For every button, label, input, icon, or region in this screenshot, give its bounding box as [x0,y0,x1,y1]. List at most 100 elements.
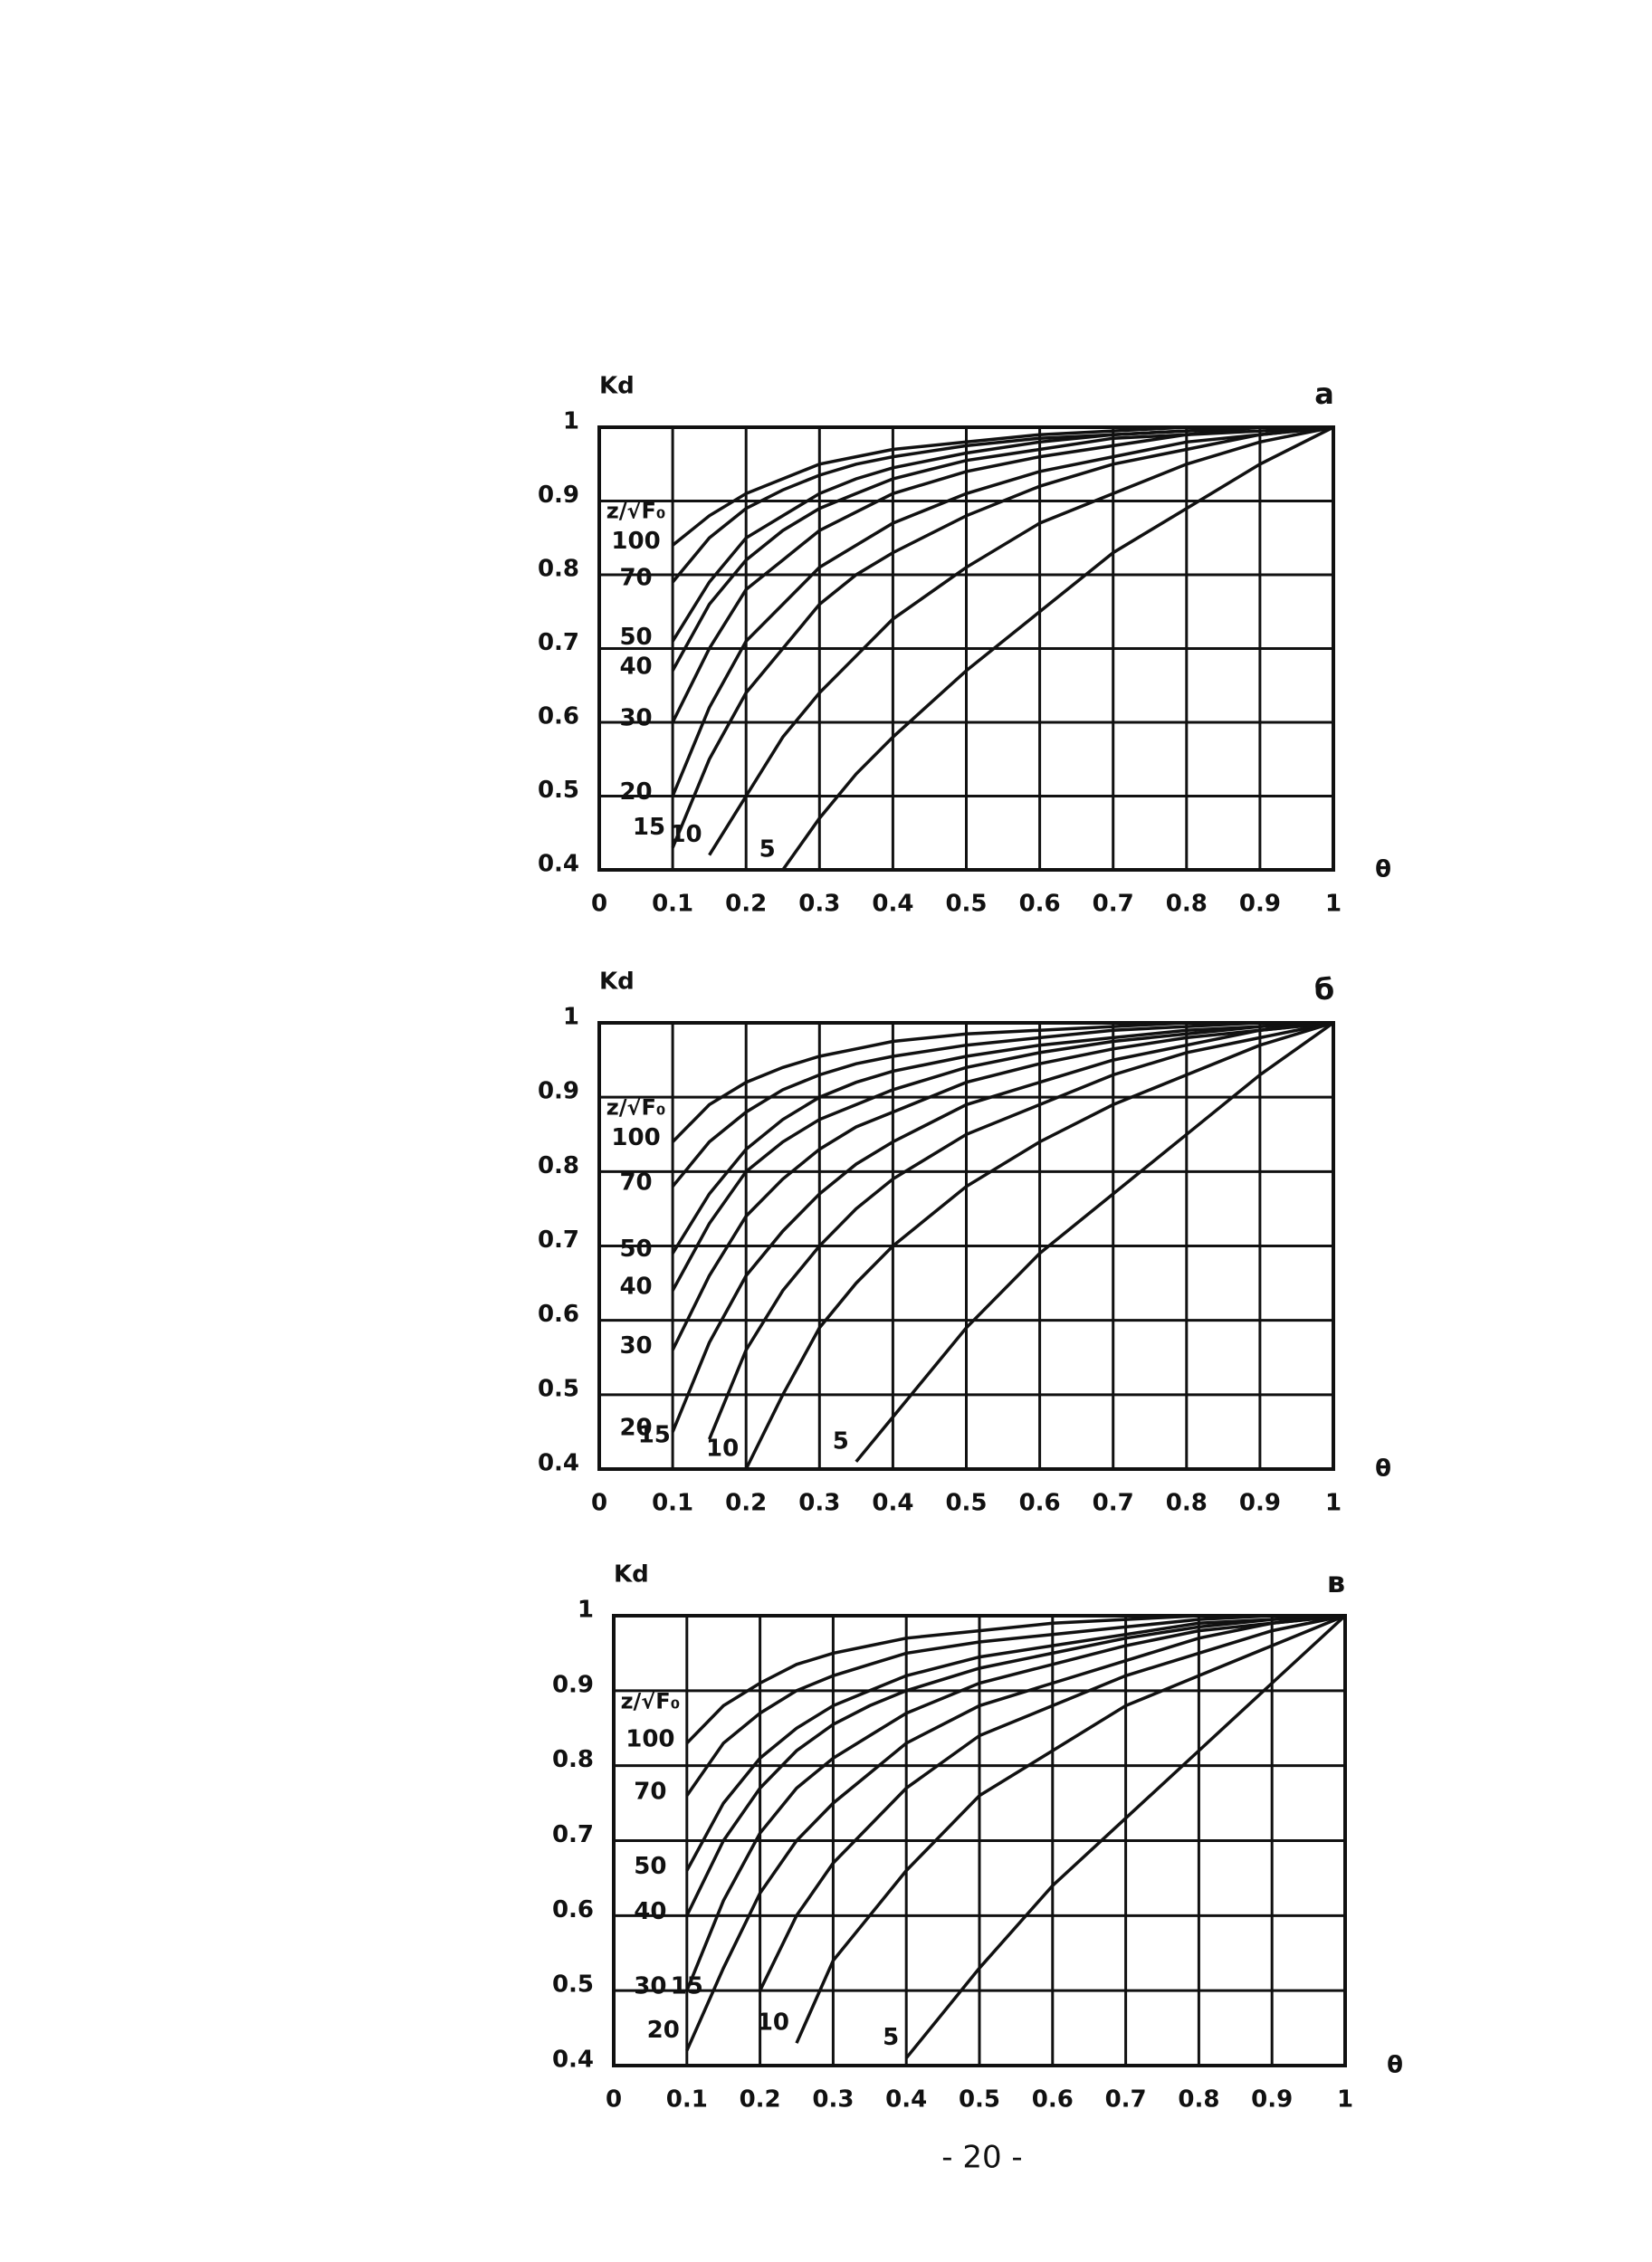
x-tick-label: 1 [1337,2086,1353,2114]
curve-label: 50 [619,1236,652,1263]
y-tick-label: 0.4 [538,1450,579,1477]
curve-label: 40 [634,1898,666,1925]
curve [685,1614,1346,1991]
x-tick-label: 0.4 [872,891,913,918]
y-axis-label: Kd [614,1561,649,1589]
x-tick-label: 0.5 [945,891,987,918]
chart-title: а [1314,377,1334,411]
y-tick-label: 0.5 [552,1971,594,1999]
curve [685,1614,1346,1872]
x-tick-label: 0.8 [1166,1490,1208,1517]
x-tick-label: 0.2 [725,1490,767,1517]
y-tick-label: 0.6 [552,1896,594,1923]
x-tick-label: 0 [606,2086,622,2114]
curve [685,1614,1346,1917]
y-tick-label: 0.6 [538,1301,579,1328]
x-tick-label: 0.2 [725,891,767,918]
curve-label: 70 [619,565,652,592]
curve-label: 20 [647,2017,680,2044]
x-tick-label: 0.4 [872,1490,913,1517]
curve [671,1021,1334,1255]
y-tick-label: 0.4 [552,2047,594,2074]
y-tick-label: 0.7 [538,1226,579,1254]
curve-label: 30 [619,1332,652,1360]
y-tick-label: 0.4 [538,851,579,878]
legend-title: z/√F₀ [621,1688,681,1713]
x-tick-label: 1 [1325,1490,1342,1517]
y-tick-label: 0.6 [538,703,579,730]
curve-label: 100 [611,528,660,555]
legend-title: z/√F₀ [606,1094,666,1120]
curve [671,1021,1334,1292]
curve [904,1614,1347,2059]
x-tick-label: 0.3 [812,2086,854,2114]
curve [685,1614,1345,1745]
curve [795,1614,1346,2044]
curve [671,1021,1334,1433]
x-tick-label: 0.4 [885,2086,927,2114]
x-tick-label: 0.6 [1019,891,1061,918]
y-tick-label: 0.5 [538,777,579,804]
x-tick-label: 0.9 [1239,1490,1281,1517]
x-tick-label: 0.3 [798,1490,840,1517]
x-tick-label: 0.1 [666,2086,708,2114]
curve-label: 5 [759,836,776,864]
curve [855,1021,1335,1463]
x-tick-label: 0 [591,891,607,918]
curve-label: 5 [883,2024,899,2051]
y-tick-label: 0.7 [552,1821,594,1848]
y-tick-label: 0.7 [538,629,579,656]
legend-title: z/√F₀ [606,499,666,524]
curve [671,425,1334,849]
curve [671,1021,1333,1143]
curve-label: 40 [619,653,652,680]
curve-label: 70 [634,1778,666,1805]
y-tick-label: 0.8 [552,1746,594,1773]
chart-title: б [1314,972,1334,1007]
x-tick-label: 0.7 [1105,2086,1147,2114]
curve-label: 10 [706,1436,739,1463]
y-axis-label: Kd [599,373,635,400]
curve-label: 100 [625,1725,674,1752]
x-tick-label: 0.1 [652,891,693,918]
plot-frame [597,425,1335,872]
curve [672,425,1333,547]
y-tick-label: 0.9 [538,1078,579,1105]
chart-title: в [1327,1565,1345,1599]
plot-frame [612,1614,1347,2067]
y-tick-label: 0.9 [552,1671,594,1698]
x-axis-label: θ [1375,856,1391,883]
plot-frame [597,1021,1335,1471]
curve-label: 40 [619,1273,652,1300]
x-tick-label: 0.5 [959,2086,1000,2114]
x-tick-label: 0.5 [945,1490,987,1517]
x-tick-label: 0.6 [1032,2086,1074,2114]
curve-label: 15 [633,814,665,841]
curve-label: 30 [634,1973,666,2000]
y-tick-label: 0.8 [538,556,579,583]
curve-label: 30 [619,705,652,732]
x-tick-label: 0 [591,1490,607,1517]
y-tick-label: 1 [563,408,579,435]
curve-label: 20 [619,778,652,806]
curve [671,1021,1334,1351]
page-number: - 20 - [941,2140,1022,2176]
curve-label: 10 [669,821,702,848]
x-tick-label: 1 [1325,891,1342,918]
curve [707,1021,1334,1440]
y-tick-label: 0.5 [538,1375,579,1402]
curve [671,425,1333,643]
curve [671,1021,1333,1188]
x-axis-label: θ [1375,1456,1391,1483]
x-tick-label: 0.2 [740,2086,781,2114]
curve [781,425,1334,872]
curve-label: 50 [619,624,652,651]
y-tick-label: 0.8 [538,1152,579,1179]
curve [685,1614,1345,1797]
curve-label: 50 [634,1853,666,1880]
curve-label: 15 [638,1422,671,1449]
x-tick-label: 0.6 [1019,1490,1061,1517]
curve-label: 5 [833,1427,849,1455]
